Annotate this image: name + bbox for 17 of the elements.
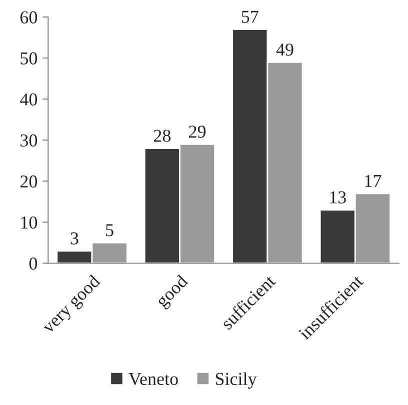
- y-tick-label: 10: [21, 216, 38, 229]
- legend-label: Sicily: [216, 372, 257, 389]
- data-label: 57: [242, 10, 258, 23]
- data-label: 28: [154, 130, 171, 142]
- data-label: 49: [276, 44, 294, 56]
- y-tick-label: 40: [20, 93, 38, 106]
- y-tick-label: 20: [20, 175, 38, 188]
- legend-label: Veneto: [128, 373, 178, 386]
- data-label: 17: [365, 174, 382, 187]
- data-label: 5: [106, 224, 114, 236]
- data-label: 3: [70, 232, 78, 244]
- y-tick-label: 60: [20, 11, 38, 24]
- y-tick-label: 0: [29, 258, 38, 270]
- y-tick-label: 50: [20, 52, 38, 64]
- data-label: 13: [330, 191, 346, 204]
- y-tick-label: 30: [20, 134, 38, 147]
- data-label: 29: [189, 126, 206, 138]
